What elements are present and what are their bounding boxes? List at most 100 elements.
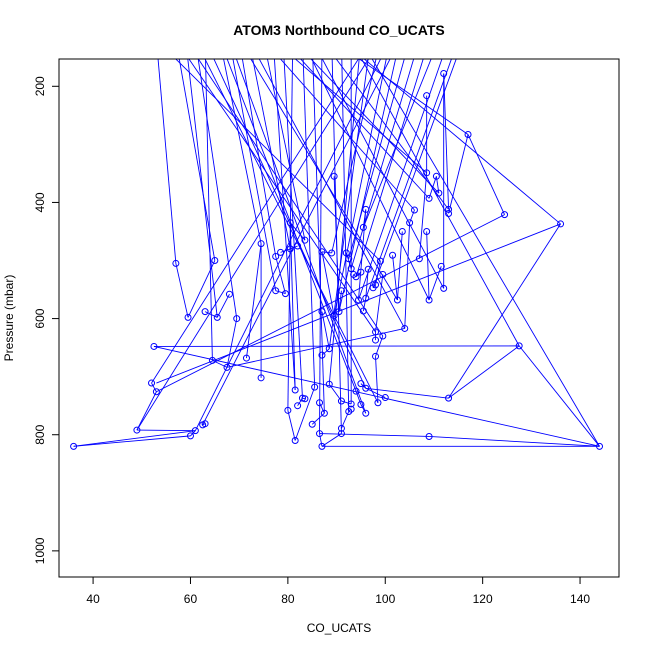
series-segment xyxy=(136,59,369,431)
data-point xyxy=(318,308,326,316)
data-point xyxy=(464,130,472,138)
series-segment xyxy=(250,59,398,301)
series-segment xyxy=(197,59,238,319)
data-point xyxy=(337,424,345,432)
series-segment xyxy=(226,59,357,392)
series-segment xyxy=(362,59,432,228)
data-point xyxy=(440,70,448,78)
data-point xyxy=(291,386,299,394)
x-tick-label: 120 xyxy=(473,592,493,606)
data-point xyxy=(272,287,280,295)
series-segment xyxy=(187,59,218,318)
data-point xyxy=(191,427,199,435)
x-tick-label: 40 xyxy=(86,592,100,606)
data-point xyxy=(213,313,221,321)
data-point xyxy=(347,400,355,408)
series-segment xyxy=(328,59,360,385)
data-point xyxy=(376,257,384,265)
data-point xyxy=(372,328,380,336)
x-tick-label: 140 xyxy=(570,592,590,606)
series-segment xyxy=(426,231,430,301)
series-segment xyxy=(73,430,196,447)
series-segment xyxy=(213,59,367,389)
series-segment xyxy=(396,231,403,301)
series-segment xyxy=(341,400,352,405)
data-point xyxy=(406,219,414,227)
series-segment xyxy=(267,59,306,241)
series-segment xyxy=(311,412,325,425)
data-point xyxy=(335,308,343,316)
series-segment xyxy=(289,222,296,391)
series-segment xyxy=(310,59,440,194)
data-point xyxy=(257,240,265,248)
data-point xyxy=(359,307,367,315)
series-points xyxy=(70,70,604,450)
series-segment xyxy=(258,59,406,329)
data-point xyxy=(345,255,353,263)
series-lines xyxy=(73,59,600,447)
y-axis-label: Pressure (mbar) xyxy=(2,275,16,362)
series-segment xyxy=(467,134,505,215)
series-segment xyxy=(358,59,469,135)
data-point xyxy=(328,249,336,257)
series-segment xyxy=(365,59,452,299)
data-point xyxy=(316,399,324,407)
data-point xyxy=(432,172,440,180)
series-segment xyxy=(205,59,213,361)
data-point xyxy=(320,409,328,417)
series-segment xyxy=(216,293,230,318)
series-segment xyxy=(365,387,449,399)
series-segment xyxy=(418,172,428,259)
data-point xyxy=(201,308,209,316)
series-segment xyxy=(358,59,443,301)
data-point xyxy=(359,223,367,231)
data-point xyxy=(150,342,158,350)
data-point xyxy=(357,268,365,276)
series-segment xyxy=(321,348,330,356)
data-point xyxy=(318,248,326,256)
series-segment xyxy=(73,435,191,447)
series-segment xyxy=(151,382,157,392)
data-point xyxy=(445,209,453,217)
series-segment xyxy=(136,429,196,432)
series-segment xyxy=(287,410,296,441)
data-point xyxy=(70,442,78,450)
data-point xyxy=(425,296,433,304)
data-point xyxy=(352,387,360,395)
series-segment xyxy=(274,59,296,391)
data-point xyxy=(172,259,180,267)
data-point xyxy=(311,383,319,391)
data-point xyxy=(301,236,309,244)
data-point xyxy=(242,354,250,362)
data-point xyxy=(350,270,358,278)
series-segment xyxy=(294,59,427,174)
data-point xyxy=(379,332,387,340)
series-segment xyxy=(235,59,367,414)
x-tick-label: 80 xyxy=(281,592,295,606)
series-segment xyxy=(372,59,457,288)
series-segment xyxy=(319,59,323,434)
data-point xyxy=(325,345,333,353)
series-segment xyxy=(283,59,303,399)
data-point xyxy=(445,394,453,402)
series-segment xyxy=(302,397,306,400)
data-point xyxy=(352,273,360,281)
series-segment xyxy=(363,59,561,225)
series-segment xyxy=(371,59,600,447)
data-point xyxy=(152,388,160,396)
data-point xyxy=(201,420,209,428)
series-segment xyxy=(375,356,379,403)
series-segment xyxy=(311,59,430,301)
series-segment xyxy=(279,59,415,211)
series-segment xyxy=(333,59,387,316)
series-segment xyxy=(319,433,430,437)
data-point xyxy=(184,313,192,321)
data-point xyxy=(389,251,397,259)
data-point xyxy=(501,211,509,219)
series-segment xyxy=(361,59,520,347)
series-segment xyxy=(275,256,286,294)
data-point xyxy=(233,315,241,323)
data-point xyxy=(435,189,443,197)
data-point xyxy=(410,206,418,214)
data-point xyxy=(318,442,326,450)
